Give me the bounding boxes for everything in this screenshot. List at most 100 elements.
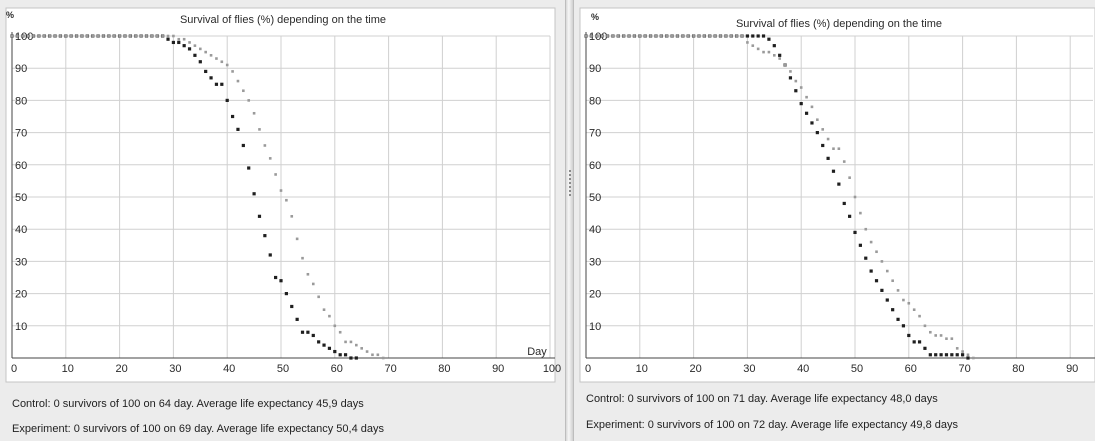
experiment-data-point [306,272,310,276]
control-data-point [858,243,862,247]
experiment-data-point [279,189,283,192]
y-tick-label: 60 [589,160,601,172]
x-tick-label: 30 [169,363,181,375]
control-data-point [950,353,954,357]
control-data-point [317,340,321,344]
x-axis-label: Day [527,346,547,358]
experiment-data-point [783,63,787,67]
control-data-point [896,317,900,321]
control-data-point [257,214,262,218]
experiment-data-point [638,34,642,38]
x-tick-label: 60 [331,363,343,375]
control-data-point [815,131,819,135]
control-data-point [220,82,224,86]
experiment-data-point [859,211,862,215]
control-data-point [767,37,771,41]
experiment-data-point [660,34,663,38]
control-data-point [934,353,938,357]
y-tick-label: 10 [589,321,601,333]
x-tick-label: 70 [958,363,970,375]
control-data-point [810,121,814,125]
experiment-data-point [869,240,873,244]
control-data-point [171,40,175,45]
experiment-data-point [832,147,835,150]
experiment-data-point [344,340,347,344]
divider-grip-icon[interactable] [569,170,571,198]
control-data-point [891,308,895,312]
experiment-data-point [155,34,159,38]
y-tick-label: 50 [15,192,27,204]
experiment-data-point [349,340,353,344]
control-data-point [923,346,927,350]
y-tick-label: 20 [589,289,601,301]
experiment-data-point [697,34,701,38]
y-tick-label: 70 [15,128,27,140]
experiment-data-point [129,34,132,38]
control-data-point [182,44,186,48]
experiment-data-point [880,260,884,263]
experiment-data-point [134,34,138,38]
left-chart-panel: Survival of flies (%) depending on the t… [5,7,562,435]
x-tick-label: 60 [905,363,917,375]
y-tick-label: 30 [15,256,27,268]
x-tick-label: 30 [743,363,755,375]
experiment-data-point [150,34,154,38]
experiment-data-point [961,350,964,353]
experiment-data-point [627,34,631,38]
experiment-data-point [263,144,267,147]
control-data-point [300,330,305,334]
experiment-data-point [692,34,695,38]
experiment-data-point [751,44,755,47]
control-data-point [284,292,288,296]
experiment-data-point [966,353,970,357]
x-tick-label: 20 [115,363,127,375]
experiment-data-point [188,41,191,44]
experiment-data-point [274,173,277,176]
x-tick-label: 50 [277,363,289,375]
experiment-data-point [665,34,668,38]
experiment-data-point [885,269,889,273]
experiment-data-point [322,308,326,311]
control-data-point [831,169,836,173]
experiment-data-point [193,44,197,47]
control-data-point [177,40,181,45]
experiment-data-point [794,79,798,83]
experiment-data-point [606,34,609,38]
experiment-data-point [161,34,164,38]
control-data-point [343,353,348,357]
experiment-data-point [912,308,916,311]
chart-title: Survival of flies (%) depending on the t… [180,14,386,26]
experiment-data-point [381,356,385,360]
experiment-data-point [955,347,959,350]
control-data-point [198,60,202,64]
experiment-data-point [301,256,304,260]
experiment-data-point [923,324,927,328]
experiment-data-point [118,34,121,38]
experiment-data-point [853,195,857,199]
control-data-point [751,34,755,38]
y-tick-label: 40 [15,224,27,236]
experiment-data-point [295,237,299,241]
experiment-data-point [746,41,749,44]
split-pane-divider[interactable] [565,0,574,441]
experiment-data-point [290,215,294,218]
control-data-point [756,34,760,38]
experiment-data-point [934,334,937,337]
right-chart-panel: Survival of flies (%) depending on the t… [574,0,1095,441]
experiment-data-point [64,34,68,38]
experiment-data-point [950,337,954,340]
control-data-point [869,269,873,273]
control-data-point [209,76,213,80]
experiment-data-point [42,34,46,38]
experiment-data-point [258,128,261,131]
control-data-point [842,201,846,206]
experiment-data-point [773,54,776,57]
x-tick-label: 90 [492,363,504,375]
y-tick-label: 60 [15,160,27,172]
experiment-data-point [918,314,921,318]
experiment-data-point [107,34,111,38]
y-tick-label: 50 [589,192,601,204]
control-data-point [885,298,889,302]
x-tick-label: 80 [1012,363,1024,375]
experiment-data-point [311,282,315,286]
